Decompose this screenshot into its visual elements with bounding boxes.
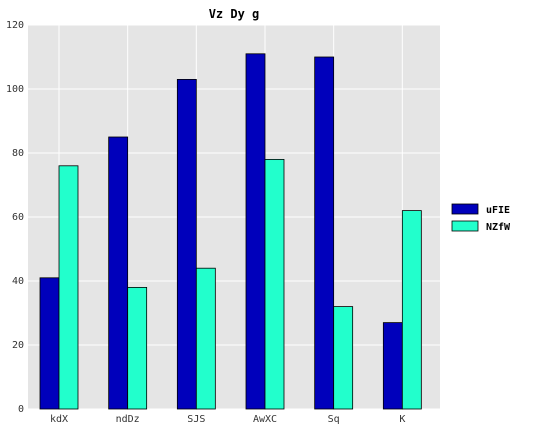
y-tick-label: 60 (12, 212, 24, 223)
bar-NZfW-AwXC (264, 158, 285, 410)
x-tick-label: kdX (50, 414, 68, 425)
legend: uFIE NZfW (451, 203, 511, 233)
bar-uFIE-ndDz (108, 136, 129, 410)
bar-uFIE-AwXC (245, 53, 266, 410)
legend-label: uFIE (486, 205, 510, 216)
legend-label: NZfW (486, 222, 511, 233)
legend-swatch (451, 220, 479, 232)
y-tick-label: 100 (6, 84, 24, 95)
x-tick-label: ndDz (116, 414, 140, 425)
bar-NZfW-ndDz (127, 286, 148, 410)
x-tick-label: SJS (187, 414, 205, 425)
bars (39, 53, 422, 410)
axes: 0 20 40 60 80 100 120 kdX ndDz SJS AwXC Sq K (6, 20, 405, 425)
y-tick-label: 40 (12, 276, 24, 287)
y-tick-label: 120 (6, 20, 24, 31)
y-tick-label: 80 (12, 148, 24, 159)
bar-NZfW-K (401, 210, 422, 410)
bar-NZfW-kdX (58, 165, 79, 410)
x-tick-label: Sq (328, 414, 340, 425)
legend-swatch (451, 203, 479, 215)
chart-title: Vz Dy g (209, 7, 260, 21)
x-tick-label: AwXC (253, 414, 277, 425)
x-tick-label: K (399, 414, 405, 425)
bar-NZfW-Sq (333, 306, 354, 410)
y-tick-label: 0 (18, 404, 24, 415)
bar-uFIE-K (382, 322, 403, 410)
bar-NZfW-SJS (195, 267, 216, 410)
bar-uFIE-SJS (176, 79, 197, 410)
bar-uFIE-kdX (39, 277, 60, 410)
bar-uFIE-Sq (314, 56, 335, 410)
y-tick-label: 20 (12, 340, 24, 351)
